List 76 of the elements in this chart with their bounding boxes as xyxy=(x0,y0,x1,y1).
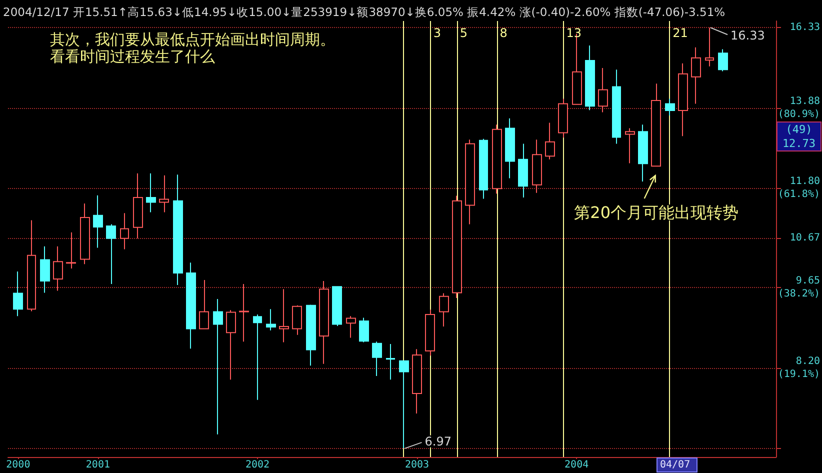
candlestick xyxy=(27,220,36,312)
candlestick xyxy=(651,83,661,167)
y-tick-label: 9.65 (38.2%) xyxy=(778,276,820,300)
candlestick xyxy=(359,317,369,343)
candlestick xyxy=(173,174,183,286)
y-tick-label: 13.88 (80.9%) xyxy=(778,96,820,120)
y-tick-label: 8.20 (19.1%) xyxy=(778,356,820,380)
candlestick xyxy=(705,27,714,67)
candlestick xyxy=(465,139,475,225)
candlestick xyxy=(518,143,528,198)
candlestick xyxy=(665,98,675,116)
annotation: 6.97 xyxy=(424,434,452,448)
candlestick xyxy=(532,139,542,194)
candlestick xyxy=(452,195,462,298)
candlestick xyxy=(80,203,90,265)
candlestick xyxy=(505,118,515,179)
text: (49) 12.73 xyxy=(782,123,816,150)
candlestick xyxy=(598,67,608,113)
ref-line-label: 8 xyxy=(500,26,508,40)
candlestick xyxy=(239,284,249,342)
candlestick xyxy=(638,124,648,182)
annotation: 第20个月可能出现转势 xyxy=(574,202,739,222)
ref-line-label: 13 xyxy=(566,26,582,40)
candlestick xyxy=(372,341,382,376)
x-tick-label: 2001 xyxy=(86,460,110,470)
candlestick xyxy=(691,46,701,104)
ref-line-label: 3 xyxy=(433,26,441,40)
candlestick xyxy=(292,304,302,336)
candlestick xyxy=(66,232,76,270)
candlestick xyxy=(106,224,116,285)
candlestick xyxy=(120,212,129,250)
candlestick xyxy=(479,138,488,200)
candlestick xyxy=(93,194,103,248)
x-tick-label: 2002 xyxy=(245,460,270,470)
x-tick-label: 2003 xyxy=(404,460,430,470)
y-tick-label: 11.80 (61.8%) xyxy=(778,176,820,200)
candlestick xyxy=(492,124,502,194)
candlestick xyxy=(13,270,23,317)
candlestick xyxy=(266,308,276,331)
candlestick xyxy=(558,98,568,138)
candlestick xyxy=(159,174,169,213)
candlestick xyxy=(40,246,50,294)
annotation: 16.33 xyxy=(730,28,765,43)
candlestick xyxy=(399,360,409,449)
candlestick xyxy=(53,246,63,292)
candlestick xyxy=(332,286,342,326)
candlestick xyxy=(226,310,236,380)
ref-line-label: 5 xyxy=(460,26,468,40)
candlestick xyxy=(625,128,635,164)
candlestick xyxy=(146,172,156,213)
candlestick xyxy=(386,343,395,380)
text: 04/07 xyxy=(660,460,690,470)
x-tick-label: 2004 xyxy=(564,460,589,470)
candlestick xyxy=(253,314,262,400)
chart-subtitle: 2004/12/17 开15.51↑高15.63↓低14.95↓收15.00↓量253919↓额38970↓换6.05% 振4.42% 涨(-0.40)-2.60% 指数(-47.06)-3.51% xyxy=(3,5,726,19)
candlestick xyxy=(199,279,209,330)
candlestick xyxy=(133,172,143,239)
candlestick xyxy=(678,62,688,137)
candlestick xyxy=(439,292,449,327)
candlestick xyxy=(718,48,728,72)
candlestick xyxy=(545,122,555,160)
y-tick-label: 16.33 xyxy=(790,22,820,34)
candlestick xyxy=(213,298,223,435)
candlestick xyxy=(186,262,196,350)
x-tick-label: 2000 xyxy=(6,460,30,470)
candlestick xyxy=(306,304,316,366)
candlestick xyxy=(425,309,435,356)
candlestick xyxy=(612,69,621,144)
candlestick xyxy=(412,348,422,414)
candlestick xyxy=(319,280,329,364)
annotation: 其次，我们要从最低点开始画出时间周期。看看时间过程发生了什么 xyxy=(50,30,335,66)
candlestick xyxy=(585,44,595,111)
candlestick xyxy=(279,288,289,343)
candlestick xyxy=(346,316,356,338)
ref-line-label: 21 xyxy=(672,26,688,40)
y-tick-label: 10.67 xyxy=(790,232,820,244)
